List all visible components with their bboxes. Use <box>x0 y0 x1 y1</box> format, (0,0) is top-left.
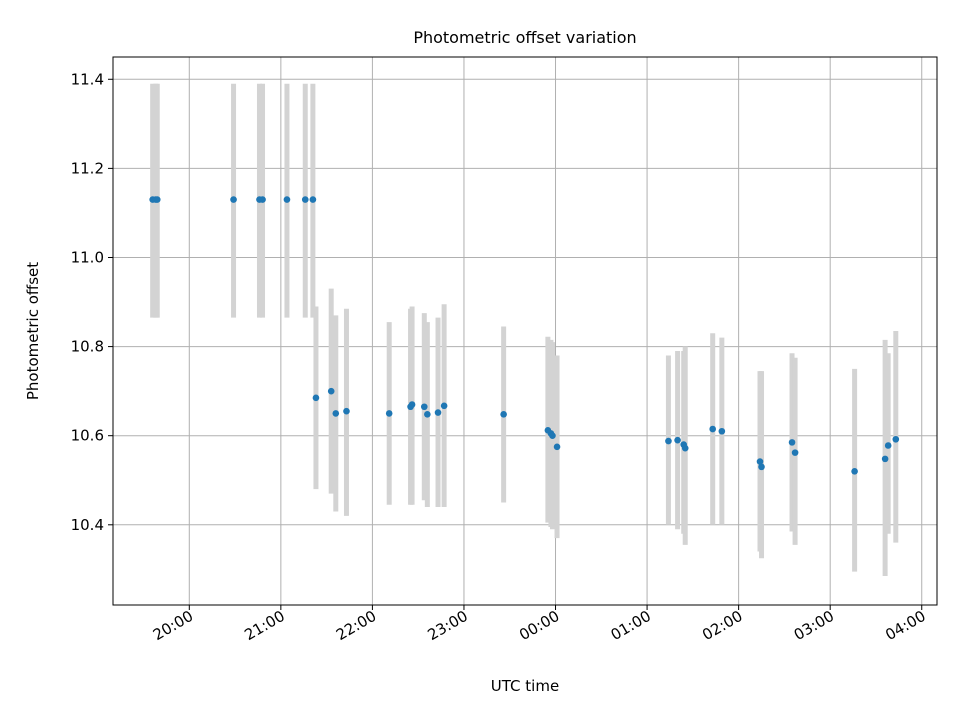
data-point <box>408 401 416 408</box>
data-point <box>153 196 161 203</box>
data-point <box>385 410 393 417</box>
data-point <box>440 402 448 410</box>
data-point <box>884 442 892 449</box>
data-point <box>283 196 291 203</box>
data-point <box>327 387 335 395</box>
data-point <box>309 196 317 203</box>
data-point <box>665 437 672 445</box>
data-point <box>434 409 442 416</box>
data-point <box>424 411 431 418</box>
data-point <box>756 458 764 465</box>
data-point <box>681 444 689 452</box>
y-axis: 10.4 10.6 10.8 11.0 11.2 11.4 <box>71 70 113 534</box>
data-point <box>343 407 350 415</box>
grid <box>113 57 937 605</box>
data-point <box>718 427 726 435</box>
data-points <box>149 196 900 475</box>
y-tick-label: 11.4 <box>71 70 104 88</box>
data-point <box>851 468 858 475</box>
data-point <box>758 463 765 471</box>
data-point <box>500 411 507 418</box>
y-tick-label: 10.8 <box>71 338 104 356</box>
y-tick-label: 11.0 <box>71 248 104 266</box>
data-point <box>791 449 799 456</box>
data-point <box>332 410 340 417</box>
data-point <box>420 403 428 411</box>
data-point <box>301 196 309 203</box>
data-point <box>312 394 320 402</box>
y-tick-label: 10.4 <box>71 516 104 534</box>
plot-frame <box>112 56 938 606</box>
y-tick-label: 10.6 <box>71 427 104 445</box>
data-point <box>549 432 556 439</box>
data-point <box>259 196 266 203</box>
chart-title: Photometric offset variation <box>413 28 636 47</box>
data-point <box>230 196 237 203</box>
data-point <box>674 436 681 444</box>
data-point <box>709 425 716 433</box>
data-point <box>788 439 796 446</box>
x-axis-label: UTC time <box>491 677 559 695</box>
y-tick-label: 11.2 <box>71 159 104 177</box>
y-axis-label: Photometric offset <box>24 262 42 400</box>
data-point <box>892 435 900 443</box>
data-point <box>881 455 889 463</box>
data-point <box>553 443 561 451</box>
